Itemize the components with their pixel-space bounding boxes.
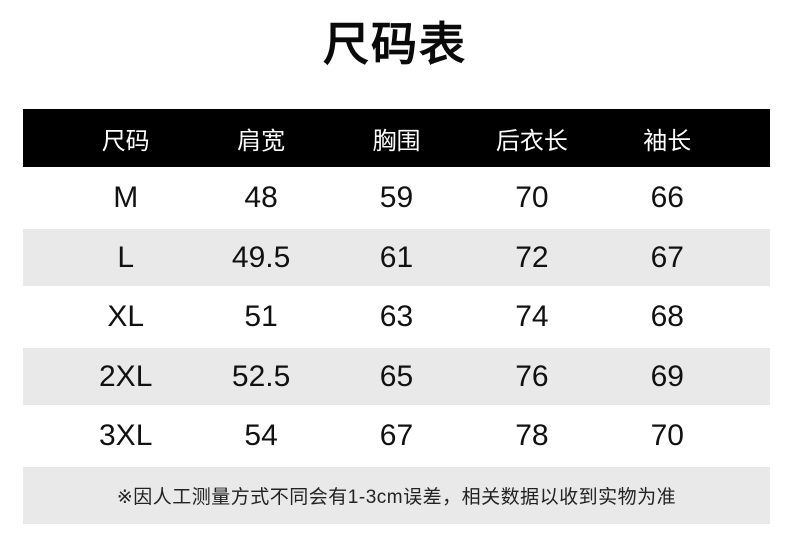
table-row-l: L 49.5 61 72 67	[23, 229, 770, 286]
value-cell: 61	[379, 240, 414, 274]
value-cell: 76	[515, 359, 549, 393]
value-cell: 48	[244, 181, 278, 214]
size-cell: XL	[107, 300, 145, 333]
value-cell: 66	[650, 181, 684, 214]
value-cell: 63	[379, 300, 414, 333]
header-cell-chest: 胸围	[372, 127, 421, 155]
value-cell: 49.5	[231, 240, 291, 274]
page-title: 尺码表	[323, 18, 467, 70]
size-table: 尺码 肩宽 胸围 后衣长 袖长 M 48 59 70 66 L 49.5 61 …	[23, 109, 770, 524]
value-cell: 69	[650, 359, 684, 393]
value-cell: 68	[650, 300, 684, 333]
size-cell: 2XL	[99, 359, 153, 393]
size-cell: L	[117, 240, 135, 274]
value-cell: 59	[379, 181, 414, 214]
value-cell: 65	[379, 359, 414, 393]
size-cell: M	[113, 181, 139, 214]
table-row-2xl: 2XL 52.5 65 76 69	[23, 348, 770, 405]
value-cell: 51	[244, 300, 278, 333]
value-cell: 54	[244, 419, 278, 452]
header-cell-shoulder: 肩宽	[237, 127, 286, 155]
value-cell: 72	[515, 240, 549, 274]
value-cell: 70	[650, 419, 684, 452]
value-cell: 52.5	[231, 359, 291, 393]
measurement-note: ※因人工测量方式不同会有1-3cm误差，相关数据以收到实物为准	[116, 487, 677, 508]
header-cell-size: 尺码	[101, 127, 150, 155]
value-cell: 67	[379, 419, 414, 452]
table-header-row: 尺码 肩宽 胸围 后衣长 袖长	[23, 109, 770, 167]
table-row-xl: XL 51 63 74 68	[23, 286, 770, 348]
table-row-m: M 48 59 70 66	[23, 167, 770, 229]
size-cell: 3XL	[99, 419, 153, 452]
measurement-note-row: ※因人工测量方式不同会有1-3cm误差，相关数据以收到实物为准	[23, 467, 770, 524]
value-cell: 78	[515, 419, 549, 452]
header-cell-back-length: 后衣长	[495, 127, 568, 155]
header-cell-sleeve: 袖长	[643, 127, 692, 155]
value-cell: 70	[515, 181, 549, 214]
table-row-3xl: 3XL 54 67 78 70	[23, 405, 770, 467]
value-cell: 67	[650, 240, 684, 274]
value-cell: 74	[515, 300, 549, 333]
